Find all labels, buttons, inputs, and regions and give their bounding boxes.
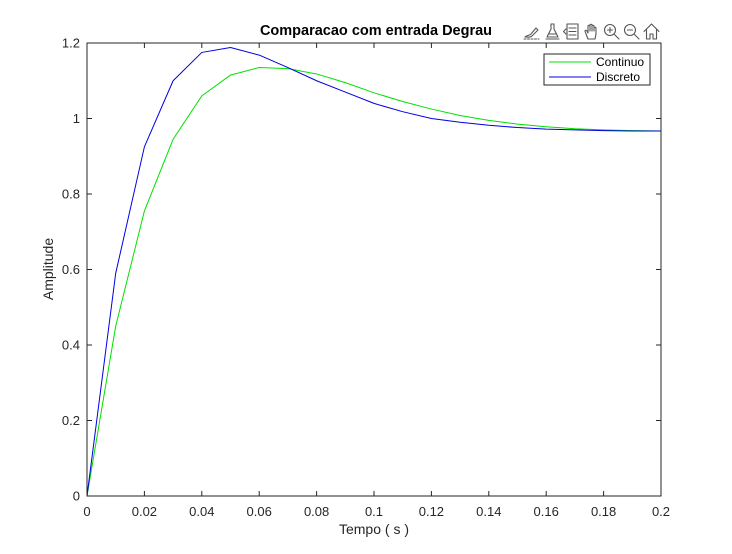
x-axis-label: Tempo ( s ) [339,521,409,537]
series-line-discreto [86,47,661,497]
brush-icon[interactable] [523,23,540,40]
x-tick-label: 0.14 [476,504,501,519]
x-tick-label: 0.18 [591,504,616,519]
plot-lines [86,47,662,497]
zoom-out-icon[interactable] [623,23,640,40]
series-line-continuo [86,67,662,497]
zoom-in-icon[interactable] [603,23,620,40]
home-icon[interactable] [643,23,660,40]
legend[interactable]: Continuo Discreto [543,53,651,86]
x-tick-label: 0.1 [365,504,383,519]
legend-label-discreto: Discreto [596,70,640,84]
x-tick-label: 0 [83,504,90,519]
axes-background [87,43,661,496]
x-axis-ticks: 0 0.02 0.04 0.06 0.08 0.1 0.12 0.14 0.16 0.18 0.2 [83,43,670,519]
x-tick-label: 0.2 [652,504,670,519]
y-tick-label: 1 [73,111,80,126]
x-tick-label: 0.08 [304,504,329,519]
y-tick-label: 0.6 [62,262,80,277]
legend-label-continuo: Continuo [596,55,644,69]
x-tick-label: 0.16 [534,504,559,519]
y-tick-label: 0 [73,489,80,504]
chart-title: Comparacao com entrada Degrau [260,23,492,39]
x-tick-label: 0.06 [247,504,272,519]
x-tick-label: 0.04 [189,504,214,519]
y-tick-label: 0.2 [62,413,80,428]
legend-box [543,53,651,86]
data-tips-icon[interactable] [544,23,561,40]
y-tick-label: 1.2 [62,36,80,51]
y-tick-label: 0.4 [62,338,80,353]
pan-icon[interactable] [583,23,600,40]
legend-toggle-icon[interactable] [562,23,580,40]
x-tick-label: 0.12 [419,504,444,519]
axes-toolbar [523,23,660,40]
axes-box [86,42,662,497]
x-tick-label: 0.02 [132,504,157,519]
y-tick-label: 0.8 [62,187,80,202]
y-axis-label: Amplitude [40,238,56,300]
y-axis-ticks: 0 0.2 0.4 0.6 0.8 1 1.2 [62,36,661,504]
